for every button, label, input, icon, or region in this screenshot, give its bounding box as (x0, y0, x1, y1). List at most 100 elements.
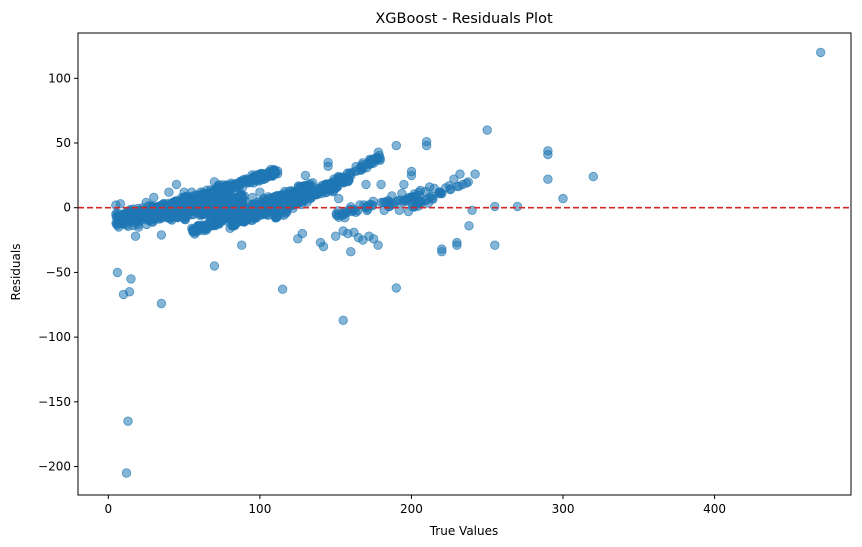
data-point (164, 187, 174, 197)
data-point (470, 169, 480, 179)
data-point (373, 240, 383, 250)
data-point (264, 170, 274, 180)
x-tick-label: 400 (703, 502, 726, 516)
data-point (285, 190, 295, 200)
y-tick-label: −200 (38, 460, 71, 474)
data-point (121, 468, 132, 478)
data-point (444, 180, 455, 191)
data-point (118, 289, 129, 300)
data-point (338, 226, 348, 236)
data-point (414, 187, 424, 197)
data-point (464, 221, 474, 231)
chart-title: XGBoost - Residuals Plot (375, 11, 553, 27)
data-point (224, 187, 235, 197)
data-point (482, 125, 492, 135)
data-point (156, 230, 167, 240)
plot-frame (77, 32, 852, 496)
data-point (454, 181, 464, 191)
data-point (258, 207, 269, 218)
data-point (245, 211, 256, 221)
data-point (437, 246, 447, 257)
data-point (115, 199, 126, 209)
data-point (217, 183, 227, 194)
x-tick-label: 0 (104, 502, 112, 516)
data-point (209, 177, 220, 187)
data-point (338, 315, 348, 326)
y-tick-label: −100 (38, 330, 71, 344)
data-point (406, 170, 417, 181)
y-tick-label: 100 (48, 71, 71, 85)
x-axis-label: True Values (429, 524, 499, 538)
data-point (120, 208, 130, 218)
data-point (449, 174, 459, 184)
y-axis-label: Residuals (9, 244, 23, 301)
data-point (352, 166, 362, 176)
data-point (558, 193, 568, 204)
data-point (362, 201, 373, 211)
data-point (310, 189, 321, 199)
data-point (436, 188, 446, 199)
data-point (194, 192, 205, 203)
y-tick-label: 0 (63, 201, 71, 215)
data-point (280, 201, 290, 211)
data-point (216, 215, 226, 225)
data-point (232, 209, 242, 219)
data-point (323, 161, 333, 172)
data-point (241, 176, 252, 186)
data-point (455, 169, 465, 179)
x-tick-label: 100 (248, 502, 271, 516)
data-point (490, 240, 500, 250)
data-point (149, 192, 159, 203)
y-tick-label: −50 (46, 265, 71, 279)
data-point (399, 179, 409, 190)
data-point (171, 179, 182, 190)
data-point (342, 207, 352, 218)
x-axis: 0 100 200 300 400 (104, 495, 726, 516)
data-point (452, 240, 462, 250)
y-axis: 100 50 0 −50 −100 −150 −200 (38, 71, 78, 474)
data-point (369, 155, 379, 166)
data-point (272, 210, 283, 221)
data-point (391, 140, 402, 151)
data-point (336, 172, 347, 182)
data-point (302, 197, 312, 207)
data-point (193, 221, 203, 232)
data-point (512, 201, 523, 212)
data-point (318, 241, 329, 252)
data-point (209, 261, 220, 271)
data-point (403, 206, 414, 217)
data-point (179, 187, 189, 197)
data-point (255, 187, 265, 197)
data-point (543, 174, 553, 184)
data-point (588, 171, 599, 182)
x-tick-label: 300 (552, 502, 575, 516)
data-point (331, 231, 341, 241)
data-point (293, 234, 303, 244)
data-point (156, 298, 167, 309)
data-point (321, 179, 332, 189)
data-point (300, 170, 311, 181)
y-tick-label: −150 (38, 395, 71, 409)
data-point (543, 149, 553, 160)
data-point (123, 416, 133, 426)
data-point (421, 140, 432, 151)
data-point (334, 193, 344, 204)
data-point (130, 231, 141, 241)
data-point (333, 206, 343, 216)
data-point (361, 179, 371, 190)
y-tick-label: 50 (56, 136, 71, 150)
data-point (251, 175, 261, 186)
data-point (156, 204, 167, 215)
data-point (277, 284, 288, 294)
data-point (816, 47, 826, 58)
data-point (111, 209, 121, 219)
data-point (391, 283, 402, 293)
data-point (490, 201, 500, 212)
data-point (239, 195, 250, 205)
data-point (236, 240, 247, 250)
data-point (133, 222, 144, 232)
data-point (112, 267, 123, 278)
data-point (126, 274, 136, 284)
